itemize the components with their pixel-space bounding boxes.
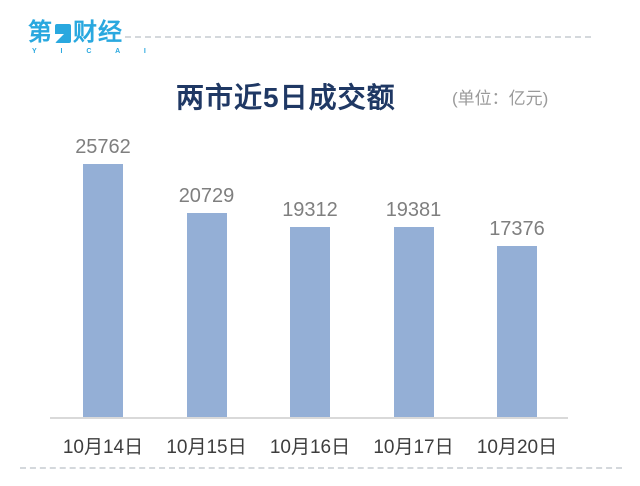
logo-text-prefix: 第	[28, 19, 53, 46]
bar-value-label: 20729	[178, 185, 235, 207]
x-axis-tick-label: 10月14日	[62, 437, 144, 458]
bar	[497, 246, 537, 417]
x-axis-line	[50, 417, 568, 419]
x-axis-tick-label: 10月20日	[476, 437, 558, 458]
bar	[186, 213, 227, 417]
x-axis-tick-label: 10月16日	[269, 437, 351, 458]
unit-label: (单位：亿元)	[452, 89, 549, 108]
chart-title: 两市近5日成交额	[176, 82, 396, 113]
bar	[290, 227, 330, 417]
top-dashed-divider	[125, 36, 591, 38]
bottom-dashed-divider	[20, 467, 622, 469]
bar	[83, 164, 123, 417]
bar-value-label: 19381	[385, 199, 442, 221]
x-axis-tick-label: 10月15日	[166, 437, 247, 458]
bar	[393, 227, 434, 417]
logo-subtext: Y I C A I	[32, 48, 157, 55]
logo-block-icon	[55, 23, 71, 43]
bar-value-label: 25762	[75, 136, 131, 158]
bar-value-label: 19312	[282, 199, 338, 221]
x-axis-tick-label: 10月17日	[373, 437, 454, 458]
bar-value-label: 17376	[489, 218, 545, 240]
logo-wordmark: 第 财经	[28, 20, 157, 46]
logo-text-suffix: 财经	[73, 19, 123, 46]
yicai-logo: 第 财经 Y I C A I	[28, 20, 157, 56]
